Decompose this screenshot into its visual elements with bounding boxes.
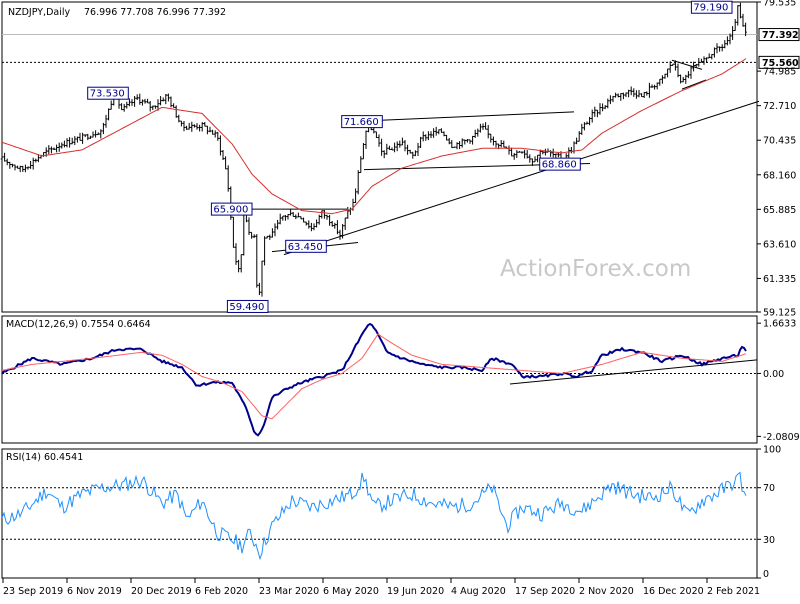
price-tick-label: 68.160 xyxy=(763,170,796,181)
macd-signal-line xyxy=(1,333,747,420)
price-tick-label: 65.885 xyxy=(763,205,796,216)
price-tick-label: 61.335 xyxy=(763,274,796,285)
x-axis-label: 16 Dec 2020 xyxy=(643,586,704,597)
price-annotation-box xyxy=(690,0,733,14)
price-annotation-label: 73.530 xyxy=(90,89,125,100)
macd-tick-label: 0.00 xyxy=(763,369,784,380)
x-axis-label: 6 Feb 2020 xyxy=(195,586,248,597)
x-axis-label: 2 Nov 2020 xyxy=(579,586,634,597)
x-axis-label: 19 Jun 2020 xyxy=(387,586,444,597)
current-price-label: 77.392 xyxy=(762,30,799,41)
price-tick-label: 79.535 xyxy=(763,0,796,9)
current-price-label-box xyxy=(758,28,800,42)
price-tick-label: 72.710 xyxy=(763,101,796,112)
price-pane-title: NZDJPY,Daily xyxy=(8,7,70,18)
x-axis-label: 2 Feb 2021 xyxy=(707,586,760,597)
price-annotation-box xyxy=(285,239,327,253)
macd-trendline xyxy=(509,359,758,385)
wedge-upper-line xyxy=(671,59,703,70)
x-axis-label: 20 Dec 2019 xyxy=(131,586,192,597)
x-axis-label: 6 Nov 2019 xyxy=(67,586,122,597)
wedge-lower-line xyxy=(681,79,707,90)
rsi-tick-label: 30 xyxy=(763,535,775,546)
channel-upper-line xyxy=(363,111,575,122)
price-annotation-box xyxy=(341,115,383,129)
price-pane-ohlc-values: 76.996 77.708 76.996 77.392 xyxy=(84,7,226,18)
price-annotation-box xyxy=(539,157,581,171)
price-tick-label: 63.610 xyxy=(763,239,796,250)
price-annotation-label: 71.660 xyxy=(344,117,379,128)
x-axis-label: 23 Sep 2019 xyxy=(3,586,63,597)
watermark: ActionForex.com xyxy=(500,256,691,282)
price-annotation-label: 79.190 xyxy=(693,3,728,14)
price-tick-label: 59.125 xyxy=(763,308,796,319)
rsi-tick-label: 100 xyxy=(763,445,781,456)
price-tick-label: 70.435 xyxy=(763,136,796,147)
price-annotation-label: 59.490 xyxy=(229,302,264,313)
price-annotation-box xyxy=(210,202,253,216)
price-annotation-box xyxy=(87,86,129,100)
price-annotation-box xyxy=(226,299,269,313)
x-axis-label: 17 Sep 2020 xyxy=(515,586,575,597)
macd-tick-label: -2.0809 xyxy=(763,432,800,443)
price-annotation-label: 63.450 xyxy=(288,242,323,253)
ohlc-bars xyxy=(0,2,747,297)
resistance-label-box xyxy=(758,55,800,69)
macd-line xyxy=(1,322,747,437)
rsi-tick-label: 0 xyxy=(763,569,769,580)
rsi-pane-title: RSI(14) 60.4541 xyxy=(6,452,83,463)
resistance-label: 75.560 xyxy=(762,58,799,69)
price-annotation-label: 65.900 xyxy=(213,205,248,216)
x-axis-label: 23 Mar 2020 xyxy=(259,586,319,597)
macd-pane-frame xyxy=(1,315,758,444)
price-tick-label: 74.985 xyxy=(763,67,796,78)
macd-tick-label: 1.6633 xyxy=(763,319,796,330)
x-axis-label: 4 Aug 2020 xyxy=(451,586,506,597)
rising-trendline xyxy=(283,100,760,256)
rsi-line xyxy=(1,471,747,561)
macd-pane-title: MACD(12,26,9) 0.7554 0.6464 xyxy=(6,319,151,330)
x-axis-label: 6 May 2020 xyxy=(323,586,379,597)
moving-average-line xyxy=(1,58,747,215)
rsi-tick-label: 70 xyxy=(763,483,775,494)
rsi-pane-frame xyxy=(1,448,758,579)
price-annotation-label: 68.860 xyxy=(542,160,577,171)
